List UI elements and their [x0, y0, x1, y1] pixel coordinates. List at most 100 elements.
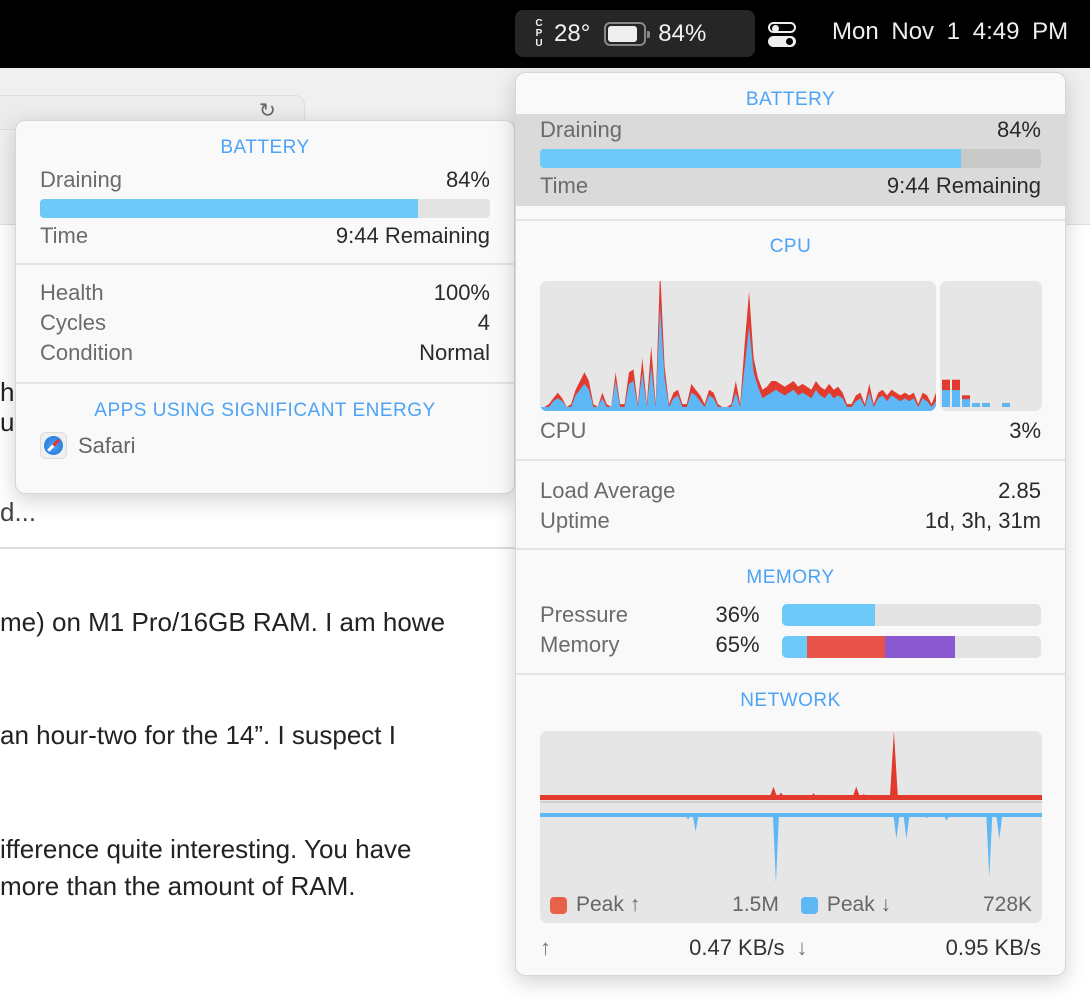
download-legend-swatch [800, 896, 818, 914]
network-chart: Peak ↑ 1.5M Peak ↓ 728K [540, 731, 1042, 923]
divider [516, 219, 1065, 221]
cpu-label: CPU [540, 418, 587, 443]
apps-title: APPS USING SIGNIFICANT ENERGY [94, 400, 436, 421]
download-baseline [540, 813, 1042, 817]
upload-spike [776, 792, 785, 798]
stats-menu-item[interactable]: CPU 28° 84% [515, 10, 755, 57]
core-user-bar [972, 403, 980, 407]
upload-arrow-icon: ↑ [540, 935, 551, 960]
divider [16, 382, 514, 384]
cycles-value: 4 [477, 310, 490, 335]
reload-icon[interactable]: ↻ [259, 100, 276, 122]
upload-spike [787, 795, 795, 798]
memory-label: Memory [540, 632, 620, 657]
draining-label: Draining [540, 117, 622, 142]
upload-spike [817, 794, 826, 798]
battery-bar [540, 149, 1041, 168]
peak-up-value: 1.5M [732, 893, 779, 916]
battery-popup: BATTERY Draining 84% Time 9:44 Remaining H… [15, 120, 515, 494]
battery-section[interactable]: Draining 84% Time 9:44 Remaining [516, 114, 1065, 206]
network-section-title: NETWORK [740, 690, 841, 711]
download-spike [893, 815, 900, 840]
text-line: more than the amount of RAM. [0, 871, 356, 901]
app-item-safari[interactable]: Safari [16, 422, 514, 469]
load-average-label: Load Average [540, 478, 676, 503]
cpu-section-title: CPU [769, 236, 812, 257]
time-value: 9:44 Remaining [335, 223, 490, 248]
core-user-bar [962, 399, 970, 407]
text-line: ifference quite interesting. You have [0, 834, 412, 864]
cpu-system-area [540, 281, 936, 411]
cycles-label: Cycles [40, 310, 107, 335]
memory-section[interactable]: Pressure 36% Memory 65% [540, 600, 1041, 660]
network-baseline [540, 801, 1042, 803]
text-line: d... [0, 497, 37, 527]
divider [516, 673, 1065, 675]
core-user-bar [942, 390, 950, 407]
core-user-bar [982, 403, 990, 407]
upload-spike [769, 786, 778, 798]
cpu-user-area [540, 305, 936, 411]
memory-segment [885, 636, 956, 658]
cpu-cores-chart [940, 281, 1042, 411]
app-name: Safari [78, 432, 136, 458]
download-spike [943, 815, 950, 821]
upload-legend-swatch [550, 896, 567, 914]
menu-bar: CPU 28° 84% Mon Nov 1 4:49 PM [0, 0, 1090, 68]
health-label: Health [40, 280, 104, 305]
upload-spike [797, 795, 806, 798]
download-spike [986, 815, 993, 878]
cpu-label: CPU [535, 17, 543, 49]
download-arrow-icon: ↓ [796, 935, 808, 960]
peak-down-label: Peak ↓ [826, 893, 892, 916]
battery-percent: 84% [658, 19, 707, 47]
upload-spike [809, 793, 818, 798]
health-value: 100% [433, 280, 490, 305]
download-spike [903, 815, 910, 840]
stats-panel: BATTERY Draining 84% Time 9:44 Remaining C… [515, 72, 1066, 976]
pressure-value: 36% [715, 602, 760, 627]
cpu-history-chart [540, 281, 936, 411]
draining-value: 84% [996, 117, 1041, 142]
uptime-label: Uptime [540, 508, 610, 533]
text-line: me) on M1 Pro/16GB RAM. I am howe [0, 607, 446, 637]
divider [16, 263, 514, 265]
control-center-icon[interactable] [768, 22, 796, 48]
time-value: 9:44 Remaining [886, 173, 1041, 198]
time: 4:49 PM [972, 18, 1069, 45]
battery-bar [40, 199, 490, 218]
divider [516, 548, 1065, 550]
divider [0, 547, 520, 549]
download-spike [685, 815, 692, 820]
battery-title: BATTERY [220, 137, 310, 158]
upload-spike [859, 793, 868, 798]
pressure-label: Pressure [540, 602, 629, 627]
download-spike [996, 815, 1003, 840]
peak-down-value: 728K [982, 893, 1033, 916]
memory-bar [781, 636, 1041, 658]
memory-value: 65% [715, 632, 760, 657]
cpu-value: 3% [1009, 418, 1041, 443]
draining-label: Draining [40, 167, 122, 192]
upload-spike [889, 731, 898, 798]
download-spike [692, 815, 699, 832]
condition-value: Normal [419, 340, 490, 365]
menu-clock[interactable]: Mon Nov 1 4:49 PM [832, 18, 1068, 46]
time-label: Time [540, 173, 589, 198]
text-line: an hour-two for the 14”. I suspect I [0, 720, 396, 750]
memory-segment [807, 636, 886, 658]
load-average-value: 2.85 [998, 478, 1041, 503]
download-rate: 0.95 KB/s [945, 935, 1041, 960]
cpu-temperature: 28° [554, 19, 591, 47]
uptime-value: 1d, 3h, 31m [924, 508, 1041, 533]
download-spike [923, 815, 930, 819]
safari-icon [40, 432, 67, 459]
pressure-bar [781, 604, 1041, 626]
condition-label: Condition [40, 340, 133, 365]
divider [516, 459, 1065, 461]
upload-rate: 0.47 KB/s [689, 935, 785, 960]
peak-up-label: Peak ↑ [576, 893, 641, 916]
upload-spike [852, 786, 861, 798]
date: Mon Nov 1 [832, 18, 961, 45]
battery-icon [604, 21, 651, 46]
